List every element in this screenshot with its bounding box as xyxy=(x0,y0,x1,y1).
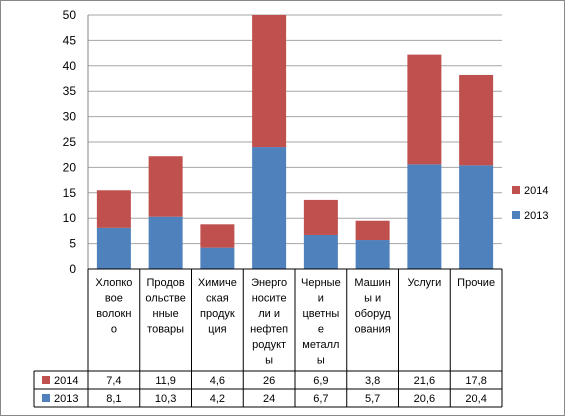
table-value: 3,8 xyxy=(365,375,380,387)
bar-2014 xyxy=(407,54,442,165)
table-value: 7,4 xyxy=(106,375,121,387)
category-label: Прочие xyxy=(457,277,495,289)
y-tick-label: 40 xyxy=(63,59,77,73)
table-series-label: 2014 xyxy=(54,375,78,387)
category-label: Хлопко xyxy=(95,277,132,289)
y-tick-label: 45 xyxy=(63,33,77,47)
category-label: Химиче xyxy=(198,277,237,289)
bar-2013 xyxy=(252,147,287,269)
legend-key-2014 xyxy=(512,186,520,194)
category-label: товары xyxy=(147,324,184,336)
category-label: Черные xyxy=(301,277,341,289)
bar-2013 xyxy=(459,165,494,269)
bar-2014 xyxy=(252,15,287,148)
table-value: 4,6 xyxy=(210,375,225,387)
y-tick-label: 35 xyxy=(63,84,77,98)
legend-label: 2014 xyxy=(524,185,548,197)
category-label: нефтеп xyxy=(250,324,288,336)
table-value: 26 xyxy=(263,375,275,387)
table-value: 6,9 xyxy=(313,375,328,387)
table-legend-key-2014 xyxy=(42,376,50,384)
table-value: 21,6 xyxy=(414,375,435,387)
table-value: 6,7 xyxy=(313,393,328,405)
bar-2014 xyxy=(303,199,338,235)
bar-2014 xyxy=(355,220,390,241)
bar-2013 xyxy=(200,247,235,269)
table-value: 20,4 xyxy=(465,393,486,405)
category-label: ования xyxy=(355,324,391,336)
table-value: 4,2 xyxy=(210,393,225,405)
bar-2014 xyxy=(96,190,131,228)
table-value: 5,7 xyxy=(365,393,380,405)
table-value: 11,9 xyxy=(155,375,176,387)
category-label: волокн xyxy=(96,308,131,320)
bar-2014 xyxy=(200,224,235,248)
bar-2014 xyxy=(459,74,494,166)
category-label: родукт xyxy=(252,339,286,351)
bar-2013 xyxy=(96,227,131,269)
bar-2013 xyxy=(303,234,338,269)
category-label: ы xyxy=(265,355,273,367)
bar-2013 xyxy=(355,240,390,269)
category-label: ция xyxy=(208,324,226,336)
table-value: 8,1 xyxy=(106,393,121,405)
y-tick-label: 20 xyxy=(63,160,77,174)
category-label: Машин xyxy=(354,277,390,289)
y-tick-label: 25 xyxy=(63,135,77,149)
table-value: 20,6 xyxy=(414,393,435,405)
bar-2014 xyxy=(148,156,183,217)
category-label: ольстве xyxy=(145,293,185,305)
category-label: Продов xyxy=(146,277,184,289)
category-label: вое xyxy=(105,293,123,305)
category-label: нные xyxy=(153,308,179,320)
category-label: Энерго xyxy=(251,277,287,289)
category-label: Услуги xyxy=(407,277,441,289)
category-label: о xyxy=(111,324,117,336)
bar-2013 xyxy=(148,216,183,269)
category-label: е xyxy=(318,324,324,336)
category-label: ы xyxy=(317,355,325,367)
category-label: ы и xyxy=(364,293,381,305)
category-label: оборуд xyxy=(355,308,392,320)
legend-key-2013 xyxy=(512,211,520,219)
category-label: продук xyxy=(200,308,235,320)
y-tick-label: 50 xyxy=(63,8,77,22)
table-legend-key-2013 xyxy=(42,394,50,402)
y-tick-label: 10 xyxy=(63,211,77,225)
category-label: и xyxy=(318,293,324,305)
bar-2013 xyxy=(407,164,442,269)
category-label: металл xyxy=(302,339,339,351)
table-value: 17,8 xyxy=(465,375,486,387)
table-series-label: 2013 xyxy=(54,393,78,405)
category-label: ли и xyxy=(258,308,280,320)
table-value: 10,3 xyxy=(155,393,176,405)
category-label: ская xyxy=(206,293,229,305)
y-tick-label: 15 xyxy=(63,186,77,200)
category-label: цветны xyxy=(302,308,339,320)
table-value: 24 xyxy=(263,393,275,405)
category-label: носите xyxy=(252,293,287,305)
y-tick-label: 0 xyxy=(69,262,76,276)
y-tick-label: 5 xyxy=(69,237,76,251)
y-tick-label: 30 xyxy=(63,110,77,124)
legend-label: 2013 xyxy=(524,210,548,222)
